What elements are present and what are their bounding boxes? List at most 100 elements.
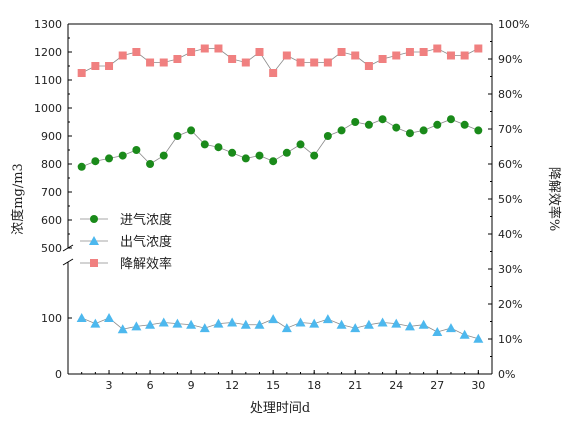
series-2-point (473, 333, 484, 343)
series-2-point (336, 319, 347, 329)
left-tick-label: 1300 (34, 18, 62, 31)
series-2-point (199, 323, 210, 333)
series-3-point (77, 69, 86, 77)
series-1-point (77, 162, 86, 171)
left-tick-label: 700 (41, 186, 62, 199)
series-2-point (295, 317, 306, 327)
series-1-point (187, 126, 196, 135)
series-3-point (228, 55, 237, 63)
left-tick-label: 1000 (34, 102, 62, 115)
series-1-point (173, 132, 182, 140)
series-1-point (351, 118, 360, 126)
series-3-point (405, 48, 414, 56)
right-tick-label: 80% (498, 88, 522, 101)
series-1-point (132, 146, 141, 154)
x-tick-label: 15 (266, 379, 280, 392)
series-1-point (214, 143, 223, 152)
series-3-point (159, 58, 168, 67)
axis-break-mark (62, 258, 74, 266)
right-tick-label: 30% (498, 263, 522, 276)
left-tick-label: 0 (55, 368, 62, 381)
series-2-point (145, 319, 156, 329)
left-tick-label: 600 (41, 214, 62, 227)
series-3-point (91, 62, 100, 70)
x-tick-label: 18 (307, 379, 321, 392)
series-1-point (105, 154, 114, 163)
legend-label: 降解效率 (120, 256, 172, 272)
right-tick-label: 90% (498, 53, 522, 66)
series-3-point (446, 51, 455, 60)
left-tick-label: 100 (41, 312, 62, 325)
series-1-point (296, 140, 305, 149)
right-tick-label: 0% (498, 368, 515, 381)
series-1-point (282, 148, 291, 157)
left-tick-label: 500 (41, 242, 62, 255)
series-3-point (337, 48, 346, 56)
series-2-point (117, 324, 128, 334)
series-1-point (146, 160, 155, 168)
x-tick-label: 9 (188, 379, 195, 392)
series-1-point (337, 126, 346, 135)
series-2-point (309, 318, 320, 328)
y-axis-title-left: 浓度mg/m3 (10, 163, 26, 235)
series-3-point (241, 58, 250, 67)
x-tick-label: 30 (471, 379, 485, 392)
series-2-point (240, 319, 251, 329)
legend-label: 进气浓度 (120, 212, 172, 228)
y-axis-title-right: 降解效率% (546, 167, 562, 231)
series-2-point (76, 313, 87, 322)
series-3-point (460, 51, 469, 60)
legend-marker (90, 259, 98, 267)
series-3-point (282, 51, 291, 60)
series-2-point (172, 318, 183, 328)
series-2-point (90, 318, 101, 328)
x-tick-label: 24 (389, 379, 403, 392)
series-3-point (173, 55, 182, 63)
x-tick-label: 12 (225, 379, 239, 392)
series-1-point (433, 120, 442, 129)
series-1-point (364, 120, 373, 129)
left-tick-label: 800 (41, 158, 62, 171)
legend-marker (90, 215, 98, 223)
series-1-point (474, 126, 483, 135)
series-3-point (310, 58, 319, 67)
series-2-point (281, 323, 292, 333)
series-line-1 (81, 118, 479, 168)
series-1-point (378, 115, 387, 124)
series-1-point (118, 151, 127, 160)
series-3-point (146, 58, 155, 67)
series-2-point (158, 317, 169, 327)
series-1-point (323, 132, 332, 140)
series-1-point (446, 115, 455, 124)
series-2-point (213, 318, 224, 328)
series-1-point (392, 123, 401, 132)
series-1-point (200, 140, 209, 149)
series-3-point (118, 51, 127, 60)
right-tick-label: 20% (498, 298, 522, 311)
left-tick-label: 1100 (34, 74, 62, 87)
series-1-point (310, 151, 319, 160)
series-3-point (351, 51, 360, 60)
x-tick-label: 21 (348, 379, 362, 392)
series-2-point (268, 314, 279, 324)
series-1-point (460, 120, 469, 129)
series-2-point (404, 321, 415, 331)
series-3-point (323, 58, 332, 67)
legend-marker (89, 236, 99, 245)
series-2-point (186, 319, 197, 329)
series-2-point (418, 319, 429, 329)
series-3-point (269, 69, 278, 77)
series-1-point (269, 157, 278, 166)
series-2-point (350, 323, 361, 333)
legend-label: 出气浓度 (120, 234, 172, 250)
series-1-point (405, 129, 414, 138)
series-2-point (445, 323, 456, 333)
x-axis-title: 处理时间d (250, 401, 310, 416)
series-3-point (200, 44, 209, 53)
right-tick-label: 100% (498, 18, 529, 31)
series-3-point (378, 55, 387, 63)
series-1-point (241, 154, 250, 163)
right-tick-label: 60% (498, 158, 522, 171)
x-tick-label: 6 (147, 379, 154, 392)
